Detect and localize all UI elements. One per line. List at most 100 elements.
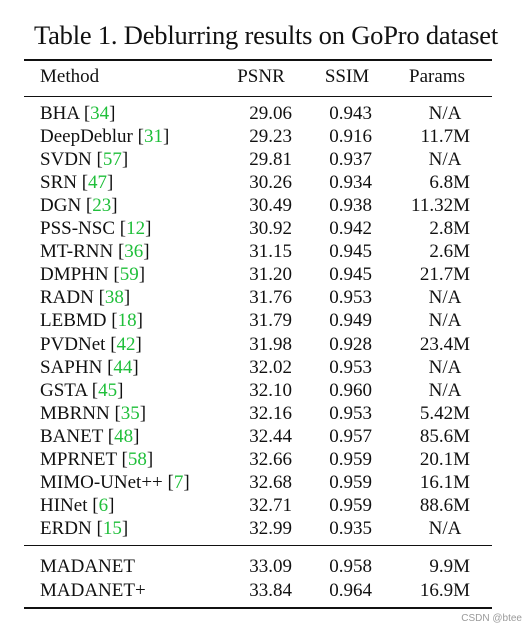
method-name: SRN [47]	[40, 172, 114, 194]
method-name: ERDN [15]	[40, 517, 129, 539]
ssim-value: 0.945	[329, 241, 372, 263]
params-value: 23.4M	[419, 333, 470, 355]
params-value: 11.32M	[411, 195, 470, 217]
citation-ref: 12	[126, 218, 146, 240]
method-label: DGN	[40, 195, 82, 217]
psnr-value: 31.79	[249, 310, 292, 332]
ssim-value: 0.953	[329, 356, 372, 378]
header-params: Params	[409, 66, 465, 87]
psnr-value: 30.92	[249, 218, 292, 240]
psnr-value: 32.44	[249, 425, 292, 447]
table-row: MPRNET [58] 32.66 0.959 20.1M	[0, 448, 532, 471]
method-name: MBRNN [35]	[40, 402, 147, 424]
table-row: LEBMD [18] 31.79 0.949 N/A	[0, 309, 532, 332]
ssim-value: 0.958	[329, 556, 372, 577]
psnr-value: 31.15	[249, 241, 292, 263]
method-label: RADN	[40, 287, 94, 309]
params-value: N/A	[428, 356, 462, 378]
ssim-value: 0.959	[329, 494, 372, 516]
method-label: GSTA	[40, 379, 88, 401]
params-value: N/A	[428, 149, 462, 171]
method-name: BANET [48]	[40, 425, 140, 447]
params-value: 2.6M	[429, 241, 470, 263]
method-label: MBRNN	[40, 402, 110, 424]
method-label: MADANET+	[40, 579, 146, 601]
table-row: PSS-NSC [12] 30.92 0.942 2.8M	[0, 217, 532, 240]
table-row: MADANET 33.09 0.958 9.9M	[0, 555, 532, 578]
method-name: MADANET	[40, 555, 135, 578]
citation-ref: 36	[124, 241, 144, 263]
method-label: PVDNet	[40, 333, 106, 355]
params-value: N/A	[428, 103, 462, 124]
header-method: Method	[40, 66, 100, 87]
header-rule	[24, 96, 492, 97]
method-name: DMPHN [59]	[40, 264, 146, 286]
method-name: SVDN [57]	[40, 149, 129, 171]
params-value: 85.6M	[419, 425, 470, 447]
method-name: GSTA [45]	[40, 379, 124, 401]
ssim-value: 0.942	[329, 218, 372, 240]
table-row: MBRNN [35] 32.16 0.953 5.42M	[0, 402, 532, 425]
method-name: MPRNET [58]	[40, 448, 154, 470]
method-label: SAPHN	[40, 356, 103, 378]
table-row: GSTA [45] 32.10 0.960 N/A	[0, 379, 532, 402]
table-row: MIMO-UNet++ [7] 32.68 0.959 16.1M	[0, 471, 532, 494]
method-name: MIMO-UNet++ [7]	[40, 471, 190, 493]
method-label: BHA	[40, 103, 80, 124]
psnr-value: 32.66	[249, 448, 292, 470]
table-row: HINet [6] 32.71 0.959 88.6M	[0, 494, 532, 517]
psnr-value: 32.16	[249, 402, 292, 424]
method-label: MPRNET	[40, 448, 117, 470]
psnr-value: 30.26	[249, 172, 292, 194]
ssim-value: 0.964	[329, 579, 372, 601]
params-value: 5.42M	[419, 402, 470, 424]
table-caption: Table 1. Deblurring results on GoPro dat…	[33, 20, 499, 50]
params-value: 16.1M	[419, 471, 470, 493]
ssim-value: 0.945	[329, 264, 372, 286]
method-name: HINet [6]	[40, 494, 115, 516]
table-row: SRN [47] 30.26 0.934 6.8M	[0, 171, 532, 194]
params-value: N/A	[428, 517, 462, 539]
table-row: SAPHN [44] 32.02 0.953 N/A	[0, 356, 532, 379]
citation-ref: 57	[102, 149, 122, 171]
method-name: SAPHN [44]	[40, 356, 139, 378]
params-value: N/A	[428, 287, 462, 309]
ssim-value: 0.953	[329, 287, 372, 309]
table-row: PVDNet [42] 31.98 0.928 23.4M	[0, 333, 532, 356]
psnr-value: 29.23	[249, 126, 292, 148]
table-row: DeepDeblur [31] 29.23 0.916 11.7M	[0, 125, 532, 148]
header-ssim: SSIM	[324, 66, 370, 87]
method-label: PSS-NSC	[40, 218, 115, 240]
ssim-value: 0.938	[329, 195, 372, 217]
table-row: ERDN [15] 32.99 0.935 N/A	[0, 517, 532, 540]
watermark: CSDN @btee	[461, 613, 522, 624]
params-value: N/A	[428, 379, 462, 401]
method-label: HINet	[40, 494, 88, 516]
method-name: LEBMD [18]	[40, 310, 143, 332]
method-name: RADN [38]	[40, 287, 131, 309]
citation-ref: 18	[117, 310, 137, 332]
table-row: BANET [48] 32.44 0.957 85.6M	[0, 425, 532, 448]
table-row: MADANET+ 33.84 0.964 16.9M	[0, 579, 532, 602]
method-name: DeepDeblur [31]	[40, 126, 170, 148]
psnr-value: 30.49	[249, 195, 292, 217]
citation-ref: 31	[143, 126, 163, 148]
psnr-value: 29.81	[249, 149, 292, 171]
method-label: MIMO-UNet++	[40, 471, 163, 493]
psnr-value: 32.71	[249, 494, 292, 516]
method-name: PSS-NSC [12]	[40, 218, 152, 240]
method-name: PVDNet [42]	[40, 333, 142, 355]
ssim-value: 0.959	[329, 448, 372, 470]
citation-ref: 59	[119, 264, 139, 286]
psnr-value: 31.20	[249, 264, 292, 286]
citation-ref: 45	[98, 379, 118, 401]
citation-ref: 23	[92, 195, 112, 217]
ssim-value: 0.957	[329, 425, 372, 447]
citation-ref: 7	[173, 471, 184, 493]
citation-ref: 15	[102, 517, 122, 539]
citation-ref: 42	[116, 333, 136, 355]
params-value: 16.9M	[419, 579, 470, 601]
params-value: 20.1M	[419, 448, 470, 470]
ssim-value: 0.916	[329, 126, 372, 148]
params-value: 21.7M	[419, 264, 470, 286]
